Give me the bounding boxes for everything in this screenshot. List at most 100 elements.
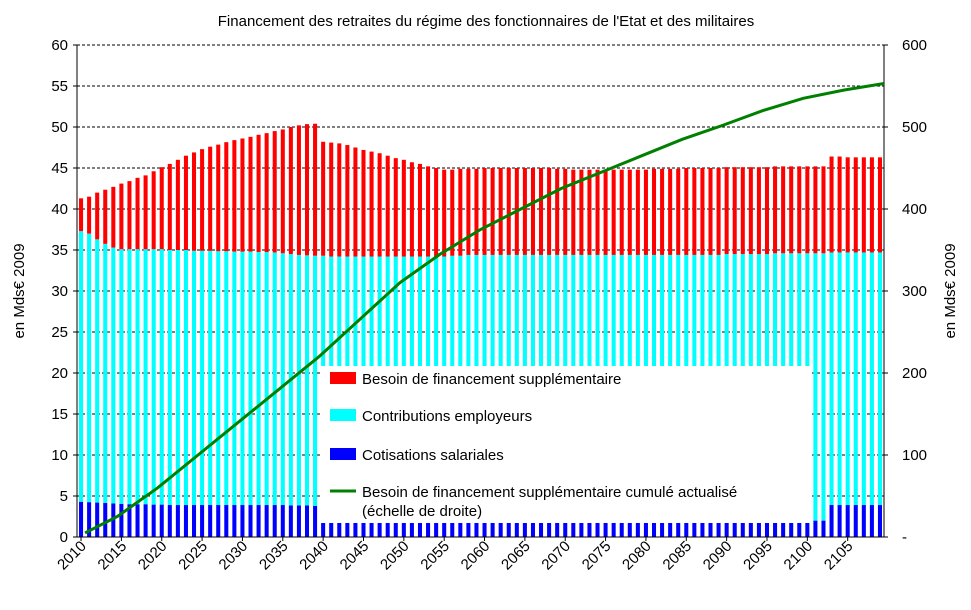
- bar-besoin-de-financement-suppl-mentaire-2031: [248, 136, 253, 252]
- y-axis-label-right: en Mds€ 2009: [942, 243, 959, 338]
- bar-contributions-employeurs-2102: [821, 253, 826, 521]
- bar-contributions-employeurs-2025: [200, 250, 205, 506]
- bar-cotisations-salariales-2095: [764, 520, 770, 537]
- bar-besoin-de-financement-suppl-mentaire-2063: [506, 168, 511, 255]
- bar-besoin-de-financement-suppl-mentaire-2046: [369, 151, 374, 257]
- bar-besoin-de-financement-suppl-mentaire-2017: [135, 177, 140, 250]
- bar-contributions-employeurs-2016: [127, 249, 132, 505]
- bar-besoin-de-financement-suppl-mentaire-2084: [676, 168, 681, 255]
- bar-besoin-de-financement-suppl-mentaire-2026: [208, 146, 213, 251]
- legend-label-cumul-line2: (échelle de droite): [362, 503, 482, 520]
- bar-contributions-employeurs-2023: [183, 250, 188, 506]
- x-tick-label: 2085: [660, 538, 696, 574]
- bar-besoin-de-financement-suppl-mentaire-2094: [756, 167, 761, 255]
- legend-swatch-cotisations: [330, 448, 356, 460]
- bar-besoin-de-financement-suppl-mentaire-2036: [288, 127, 293, 255]
- bar-besoin-de-financement-suppl-mentaire-2106: [853, 157, 858, 253]
- bar-besoin-de-financement-suppl-mentaire-2029: [232, 140, 237, 252]
- bar-cotisations-salariales-2042: [337, 520, 342, 537]
- y-tick-label-right: 400: [902, 201, 927, 218]
- bar-contributions-employeurs-2029: [232, 251, 237, 506]
- bar-cotisations-salariales-2109: [877, 505, 882, 537]
- bar-cotisations-salariales-2024: [192, 505, 197, 537]
- x-tick-label: 2035: [256, 538, 292, 574]
- bar-cotisations-salariales-2099: [797, 520, 802, 537]
- y-tick-label-left: 0: [60, 529, 68, 546]
- bar-cotisations-salariales-2051: [409, 520, 414, 537]
- bar-besoin-de-financement-suppl-mentaire-2071: [571, 169, 576, 255]
- bar-contributions-employeurs-2021: [167, 250, 172, 506]
- bar-contributions-employeurs-2039: [313, 255, 318, 506]
- bar-besoin-de-financement-suppl-mentaire-2019: [151, 171, 156, 250]
- legend: Besoin de financement supplémentaire Con…: [320, 366, 810, 523]
- bar-besoin-de-financement-suppl-mentaire-2027: [216, 144, 221, 252]
- bar-besoin-de-financement-suppl-mentaire-2093: [748, 167, 753, 255]
- bar-besoin-de-financement-suppl-mentaire-2038: [304, 124, 310, 256]
- bar-cotisations-salariales-2088: [708, 520, 713, 537]
- y-ticks-right: - 100 200 300 400 500 600: [884, 37, 927, 546]
- bar-cotisations-salariales-2049: [393, 520, 398, 537]
- bar-besoin-de-financement-suppl-mentaire-2023: [183, 155, 188, 250]
- bar-cotisations-salariales-2070: [563, 520, 568, 537]
- bar-cotisations-salariales-2034: [272, 505, 277, 537]
- bar-besoin-de-financement-suppl-mentaire-2073: [587, 169, 592, 255]
- bar-contributions-employeurs-2017: [135, 249, 140, 505]
- bar-besoin-de-financement-suppl-mentaire-2099: [797, 166, 802, 254]
- y-tick-label-left: 60: [51, 37, 68, 54]
- bar-besoin-de-financement-suppl-mentaire-2045: [361, 149, 366, 257]
- bar-besoin-de-financement-suppl-mentaire-2051: [409, 162, 414, 257]
- bar-cotisations-salariales-2073: [587, 520, 592, 537]
- bar-besoin-de-financement-suppl-mentaire-2090: [724, 167, 729, 255]
- bar-besoin-de-financement-suppl-mentaire-2074: [595, 169, 600, 255]
- bar-besoin-de-financement-suppl-mentaire-2104: [837, 156, 842, 253]
- bar-cotisations-salariales-2093: [748, 520, 753, 537]
- legend-swatch-contributions: [330, 409, 356, 421]
- y-tick-label-left: 50: [51, 119, 68, 136]
- bar-cotisations-salariales-2108: [869, 505, 874, 537]
- x-tick-label: 2090: [700, 538, 736, 574]
- bar-besoin-de-financement-suppl-mentaire-2035: [280, 129, 285, 254]
- bar-cotisations-salariales-2031: [248, 505, 253, 537]
- bar-besoin-de-financement-suppl-mentaire-2022: [175, 159, 180, 250]
- bar-cotisations-salariales-2017: [135, 504, 140, 537]
- bar-besoin-de-financement-suppl-mentaire-2043: [345, 145, 350, 257]
- bar-cotisations-salariales-2065: [522, 520, 527, 537]
- y-tick-label-left: 45: [51, 160, 68, 177]
- bar-cotisations-salariales-2104: [837, 505, 842, 537]
- bar-cotisations-salariales-2028: [224, 505, 229, 537]
- bar-cotisations-salariales-2089: [716, 520, 721, 537]
- bar-cotisations-salariales-2090: [724, 520, 729, 537]
- legend-label-besoin: Besoin de financement supplémentaire: [362, 371, 621, 388]
- bar-besoin-de-financement-suppl-mentaire-2075: [603, 169, 608, 255]
- bar-cotisations-salariales-2107: [861, 505, 866, 537]
- bar-contributions-employeurs-2034: [272, 252, 277, 506]
- x-tick-label: 2050: [377, 538, 413, 574]
- bar-cotisations-salariales-2059: [474, 520, 479, 537]
- bar-besoin-de-financement-suppl-mentaire-2056: [450, 169, 455, 256]
- bar-cotisations-salariales-2096: [773, 520, 778, 537]
- bar-cotisations-salariales-2010: [79, 501, 84, 537]
- bar-cotisations-salariales-2081: [651, 520, 657, 537]
- bar-besoin-de-financement-suppl-mentaire-2033: [264, 133, 269, 253]
- bar-cotisations-salariales-2074: [595, 520, 600, 537]
- bar-cotisations-salariales-2044: [353, 520, 358, 537]
- bar-besoin-de-financement-suppl-mentaire-2097: [781, 166, 786, 254]
- bar-besoin-de-financement-suppl-mentaire-2062: [498, 168, 503, 255]
- bar-contributions-employeurs-2032: [256, 252, 261, 506]
- bar-besoin-de-financement-suppl-mentaire-2079: [635, 169, 640, 255]
- legend-label-cumul-line1: Besoin de financement supplémentaire cum…: [362, 484, 737, 501]
- legend-box: [320, 366, 810, 523]
- bar-besoin-de-financement-suppl-mentaire-2068: [547, 168, 552, 255]
- bar-contributions-employeurs-2015: [119, 249, 124, 504]
- bar-contributions-employeurs-2037: [296, 254, 301, 506]
- bar-cotisations-salariales-2037: [296, 505, 301, 537]
- bar-besoin-de-financement-suppl-mentaire-2011: [87, 196, 92, 234]
- bar-cotisations-salariales-2084: [676, 520, 681, 537]
- bar-besoin-de-financement-suppl-mentaire-2024: [192, 152, 197, 251]
- bar-cotisations-salariales-2035: [280, 505, 285, 537]
- bar-contributions-employeurs-2035: [280, 253, 285, 506]
- legend-label-contributions: Contributions employeurs: [362, 408, 532, 425]
- bar-cotisations-salariales-2018: [143, 504, 148, 537]
- bar-besoin-de-financement-suppl-mentaire-2098: [789, 166, 794, 254]
